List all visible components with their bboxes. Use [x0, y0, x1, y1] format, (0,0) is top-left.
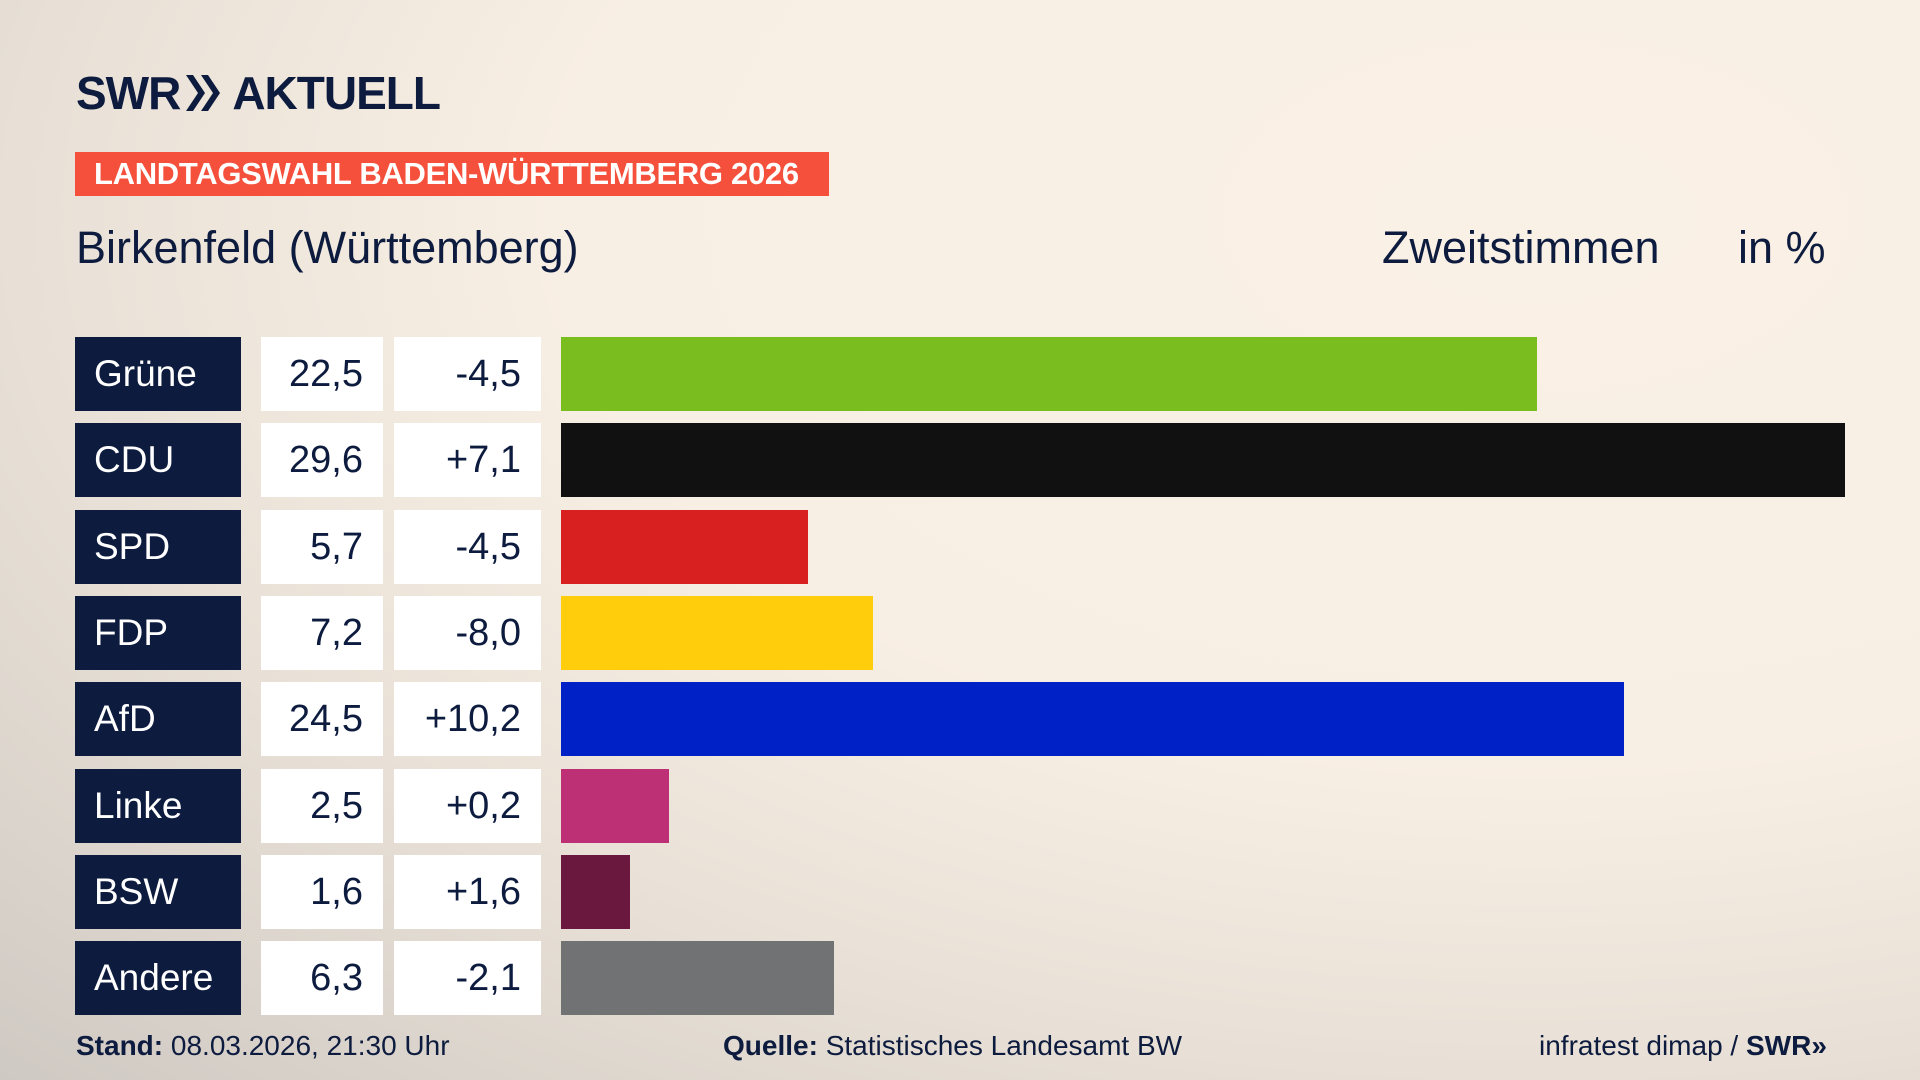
party-bar — [561, 595, 874, 670]
party-name: Andere — [75, 941, 241, 1016]
double-chevron-icon: » — [1811, 1030, 1827, 1061]
swr-aktuell-logo: SWR AKTUELL — [76, 67, 441, 119]
vote-share: 7,2 — [261, 595, 383, 670]
region-title: Birkenfeld (Württemberg) — [76, 222, 579, 273]
vote-share: 6,3 — [261, 941, 383, 1016]
party-bar — [561, 768, 670, 843]
party-name: BSW — [75, 854, 241, 929]
party-row: SPD 5,7 -4,5 — [75, 509, 1875, 584]
vote-share: 2,5 — [261, 768, 383, 843]
vote-change: -8,0 — [394, 595, 541, 670]
party-name: Linke — [75, 768, 241, 843]
stand-value: 08.03.2026, 21:30 Uhr — [170, 1030, 450, 1061]
credit-brand: SWR — [1745, 1030, 1812, 1061]
logo-product: AKTUELL — [232, 67, 441, 119]
source-value: Statistisches Landesamt BW — [825, 1030, 1183, 1061]
party-name: Grüne — [75, 337, 241, 411]
vote-change: +7,1 — [394, 423, 541, 498]
party-row: Andere 6,3 -2,1 — [75, 941, 1875, 1016]
credit-text: infratest dimap / — [1539, 1030, 1739, 1061]
party-bar — [561, 682, 1624, 757]
vote-change: +0,2 — [394, 768, 541, 843]
credit: infratest dimap / SWR» — [1539, 1030, 1827, 1062]
party-row: BSW 1,6 +1,6 — [75, 854, 1875, 929]
source-label: Quelle: — [723, 1030, 818, 1061]
vote-share: 1,6 — [261, 854, 383, 929]
logo-brand: SWR — [76, 67, 181, 119]
unit-label: in % — [1738, 222, 1826, 273]
vote-change: +10,2 — [394, 682, 541, 757]
vote-change: +1,6 — [394, 854, 541, 929]
party-row: FDP 7,2 -8,0 — [75, 595, 1875, 670]
vote-share: 5,7 — [261, 509, 383, 584]
party-name: SPD — [75, 509, 241, 584]
vote-change: -2,1 — [394, 941, 541, 1016]
party-row: Linke 2,5 +0,2 — [75, 768, 1875, 843]
party-bar — [561, 854, 631, 929]
party-name: FDP — [75, 595, 241, 670]
double-chevron-icon — [186, 75, 221, 111]
party-row: AfD 24,5 +10,2 — [75, 682, 1875, 757]
party-bar — [561, 423, 1845, 498]
vote-change: -4,5 — [394, 337, 541, 411]
party-row: Grüne 22,5 -4,5 — [75, 337, 1875, 411]
source: Quelle: Statistisches Landesamt BW — [723, 1030, 1182, 1062]
vote-share: 29,6 — [261, 423, 383, 498]
party-bar — [561, 337, 1537, 411]
party-row: CDU 29,6 +7,1 — [75, 423, 1875, 498]
party-bar — [561, 509, 809, 584]
timestamp: Stand: 08.03.2026, 21:30 Uhr — [76, 1030, 450, 1062]
party-name: CDU — [75, 423, 241, 498]
vote-share: 22,5 — [261, 337, 383, 411]
vote-share: 24,5 — [261, 682, 383, 757]
stand-label: Stand: — [76, 1030, 164, 1061]
measure-label: Zweitstimmen — [1382, 222, 1660, 273]
party-bar — [561, 941, 835, 1016]
vote-change: -4,5 — [394, 509, 541, 584]
election-badge: LANDTAGSWAHL BADEN-WÜRTTEMBERG 2026 — [75, 152, 829, 196]
party-name: AfD — [75, 682, 241, 757]
